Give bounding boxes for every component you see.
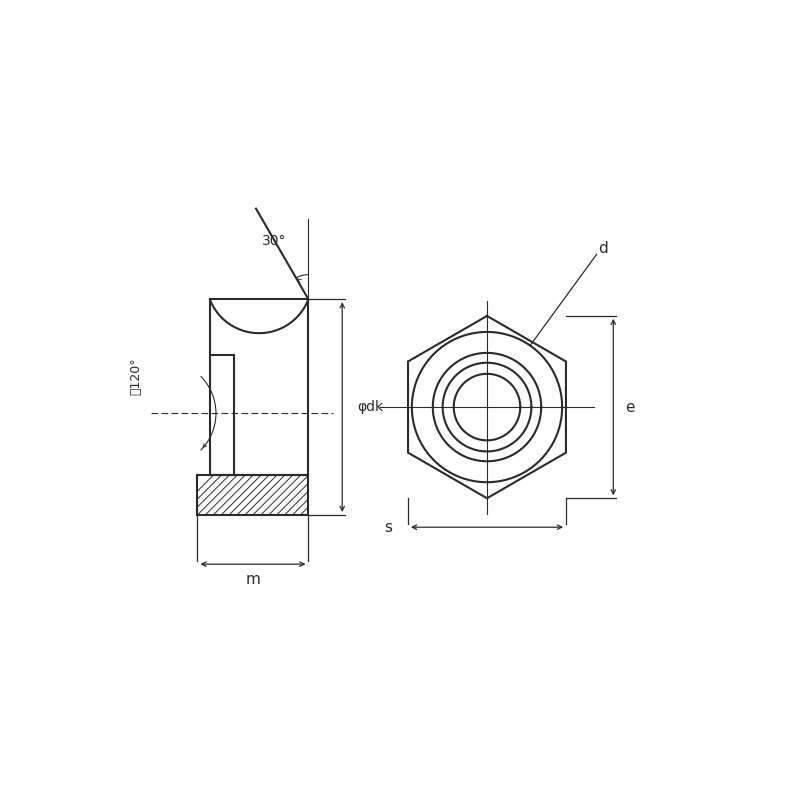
Text: e: e	[626, 399, 635, 414]
Text: φdk: φdk	[358, 400, 384, 414]
Text: m: m	[246, 572, 260, 587]
Text: d: d	[598, 241, 608, 256]
Text: 30°: 30°	[262, 234, 286, 248]
Text: s: s	[385, 520, 393, 534]
Text: 約120°: 約120°	[130, 357, 142, 394]
